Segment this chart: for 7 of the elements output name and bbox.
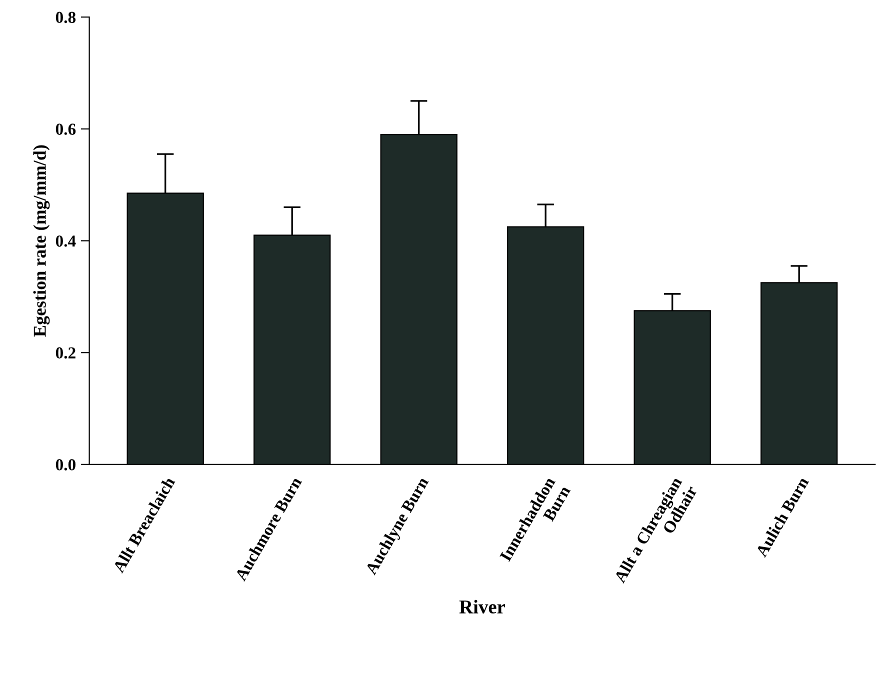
y-tick-label: 0.2 [56, 347, 76, 359]
y-tick-label: 0.4 [56, 235, 76, 247]
y-tick-label: 0.0 [56, 459, 76, 470]
y-tick-label: 0.6 [56, 124, 76, 135]
y-axis-title: Egestion rate (mg/mm/d) [33, 145, 50, 337]
x-axis-title: River [459, 600, 506, 614]
y-tick-label: 0.8 [56, 12, 76, 24]
